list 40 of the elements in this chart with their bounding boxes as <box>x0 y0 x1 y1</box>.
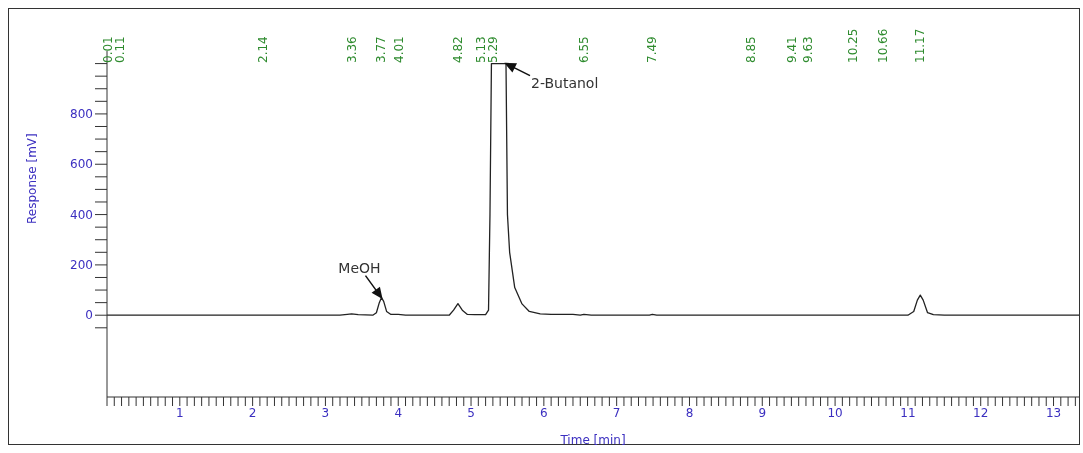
annotation: 7.49 <box>645 36 660 63</box>
y-tick-label: 400 <box>70 207 93 222</box>
x-tick-label: 5 <box>467 405 475 420</box>
x-tick-label: 13 <box>1045 405 1062 420</box>
x-axis-title: Time [min] <box>559 433 626 447</box>
annotation: 3.36 <box>344 36 359 63</box>
x-tick-label: 12 <box>973 405 989 420</box>
y-tick-label: 600 <box>70 157 93 172</box>
y-axis-title: Response [mV] <box>25 133 40 224</box>
annotation: 11.17 <box>913 28 928 63</box>
y-tick-label: 200 <box>70 258 93 273</box>
x-tick-label: 11 <box>900 405 916 420</box>
annotation: 0.01 <box>100 36 115 63</box>
x-tick-label: 4 <box>394 405 403 420</box>
annotation: 8.85 <box>744 36 759 63</box>
annotation: 6.55 <box>576 36 591 63</box>
x-tick-label: 3 <box>321 405 330 420</box>
annotation: 9.41 <box>785 36 800 63</box>
annotation: 3.77 <box>374 36 389 63</box>
x-tick-label: 2 <box>248 405 257 420</box>
x-tick-label: 8 <box>685 405 694 420</box>
x-tick-label: 6 <box>540 405 548 420</box>
annotation: 4.01 <box>391 36 406 63</box>
x-tick-label: 9 <box>758 405 767 420</box>
line-series <box>107 62 1079 316</box>
annotation: 9.63 <box>801 36 816 63</box>
annotation: 5.29 <box>485 36 500 63</box>
annotation: 0.11 <box>112 36 127 63</box>
annotation: 5.13 <box>473 36 488 63</box>
annotation: 2-Butanol <box>530 74 599 91</box>
y-tick-label: 0 <box>85 308 93 323</box>
annotation: MeOH <box>338 259 381 276</box>
y-tick-label: 800 <box>70 107 93 122</box>
annotation: 4.82 <box>450 36 465 63</box>
x-tick-label: 7 <box>612 405 621 420</box>
annotation: 10.25 <box>846 28 861 63</box>
annotation: 10.66 <box>876 28 891 63</box>
annotation: 2.14 <box>255 36 270 63</box>
x-tick-label: 1 <box>175 405 184 420</box>
x-tick-label: 10 <box>827 405 843 420</box>
